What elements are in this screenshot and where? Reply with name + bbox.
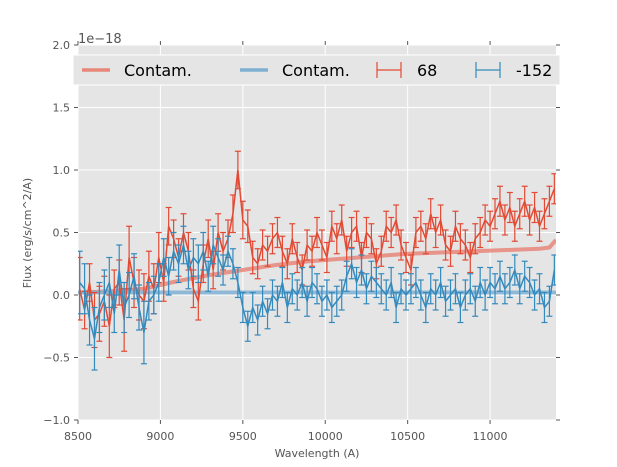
contam-line (78, 238, 556, 295)
data-line (79, 242, 556, 339)
x-tick-label: 9000 (146, 430, 174, 443)
axes: 8500 9000 9500 10000 10500 11000 −1.0 −0.5 0.0 0.… (43, 39, 560, 443)
y-axis-label: Flux (erg/s/cm^2/A) (21, 178, 34, 288)
y-tick-label: 1.0 (53, 164, 71, 177)
x-tick-label: 9500 (229, 430, 257, 443)
series-layer (78, 150, 556, 371)
x-tick-label: 11000 (473, 430, 508, 443)
y-tick-label: 0.0 (53, 289, 71, 302)
series-group (78, 150, 556, 371)
y-offset-label: 1e−18 (78, 32, 122, 47)
data-line (78, 169, 556, 327)
legend: Contam. Contam. 68 -152 (72, 54, 561, 86)
legend-label: Contam. (124, 61, 192, 80)
y-tick-label: −1.0 (43, 414, 70, 427)
legend-label: 68 (417, 61, 437, 80)
y-tick-label: 1.5 (53, 102, 71, 115)
y-tick-label: 0.5 (53, 227, 71, 240)
x-tick-label: 10000 (308, 430, 343, 443)
y-tick-label: −0.5 (43, 352, 70, 365)
legend-label: -152 (516, 61, 552, 80)
x-axis-label: Wavelength (A) (275, 447, 360, 460)
x-tick-label: 8500 (64, 430, 92, 443)
legend-label: Contam. (282, 61, 350, 80)
x-tick-label: 10500 (390, 430, 425, 443)
y-tick-label: 2.0 (53, 39, 71, 52)
errorbar-series--152 (78, 225, 556, 371)
